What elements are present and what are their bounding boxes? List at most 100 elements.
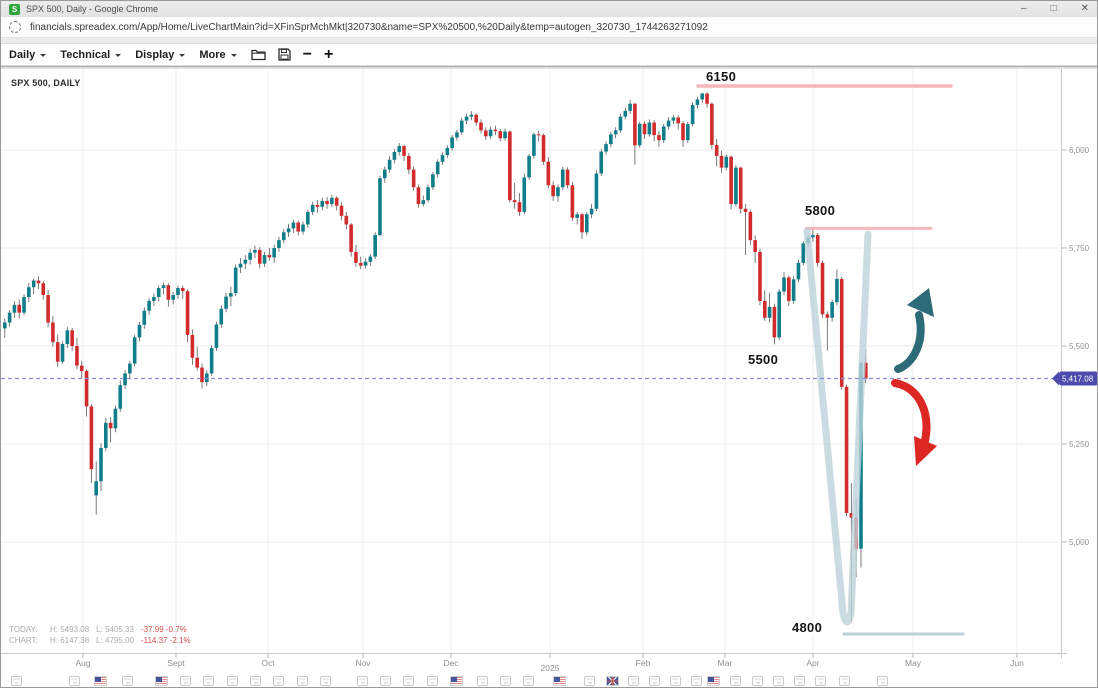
level-label-5500: 5500 <box>748 352 779 367</box>
us-flag-icon[interactable] <box>553 676 566 686</box>
minimize-button[interactable]: – <box>1021 3 1027 14</box>
level-label-4800: 4800 <box>792 620 823 635</box>
chart-high: H: 6147.38 <box>50 636 90 645</box>
svg-text:5,417.08: 5,417.08 <box>1062 375 1094 384</box>
us-flag-icon[interactable] <box>94 676 107 686</box>
calendar-event-icon[interactable] <box>357 676 368 686</box>
daily-menu[interactable]: Daily <box>9 49 46 61</box>
toolbar-separator <box>1 38 1097 44</box>
calendar-event-icon[interactable] <box>180 676 191 686</box>
technical-menu-label: Technical <box>60 48 111 61</box>
level-label-5800: 5800 <box>805 203 836 218</box>
v-shape-drawing <box>803 227 872 626</box>
calendar-event-icon[interactable] <box>273 676 284 686</box>
calendar-event-icon[interactable] <box>523 676 534 686</box>
calendar-event-icon[interactable] <box>380 676 391 686</box>
us-flag-icon[interactable] <box>707 676 720 686</box>
calendar-event-icon[interactable] <box>500 676 511 686</box>
calendar-event-icon[interactable] <box>203 676 214 686</box>
calendar-event-icon[interactable] <box>69 676 80 686</box>
maximize-button[interactable]: □ <box>1050 3 1057 14</box>
window-controls: – □ ✕ <box>1021 1 1089 17</box>
svg-text:5,250: 5,250 <box>1069 440 1090 449</box>
zoom-out-button[interactable]: − <box>302 45 312 63</box>
calendar-event-icon[interactable] <box>691 676 702 686</box>
calendar-event-icon[interactable] <box>794 676 805 686</box>
calendar-event-icon[interactable] <box>877 676 888 686</box>
us-flag-icon[interactable] <box>450 676 463 686</box>
calendar-event-icon[interactable] <box>730 676 741 686</box>
svg-text:Jun: Jun <box>1010 658 1024 668</box>
calendar-event-icon[interactable] <box>227 676 238 686</box>
today-low: L: 5405.33 <box>96 625 134 634</box>
session-stats: TODAY: H: 5493.08 L: 5405.33 -37.99 -0.7% C… <box>9 624 191 646</box>
calendar-event-icon[interactable] <box>122 676 133 686</box>
calendar-event-icon[interactable] <box>427 676 438 686</box>
svg-text:Oct: Oct <box>261 658 275 668</box>
svg-text:Aug: Aug <box>75 658 90 668</box>
calendar-event-icon[interactable] <box>670 676 681 686</box>
display-menu-label: Display <box>135 48 175 61</box>
calendar-event-icon[interactable] <box>839 676 850 686</box>
display-menu[interactable]: Display <box>135 49 185 61</box>
calendar-event-icon[interactable] <box>815 676 826 686</box>
svg-text:Nov: Nov <box>355 658 371 668</box>
site-info-icon[interactable] <box>9 21 21 33</box>
calendar-event-icon[interactable] <box>403 676 414 686</box>
open-folder-icon <box>251 49 266 61</box>
chart-area: Aug Sept Oct Nov Dec Feb Mar Apr May Jun 6,000 5,75… <box>1 65 1098 688</box>
today-change: -37.99 -0.7% <box>140 625 187 634</box>
calendar-event-icon[interactable] <box>628 676 639 686</box>
year-label: 2025 <box>540 663 560 673</box>
svg-text:5,000: 5,000 <box>1069 538 1090 547</box>
price-badge <box>1059 371 1097 386</box>
gridlines <box>1 69 1061 653</box>
save-chart-button[interactable] <box>278 48 291 61</box>
spreadex-logo-icon: S <box>9 3 20 15</box>
calendar-event-icon[interactable] <box>11 676 22 686</box>
today-stats-row: TODAY: H: 5493.08 L: 5405.33 -37.99 -0.7% <box>9 624 191 635</box>
calendar-event-icon[interactable] <box>649 676 660 686</box>
calendar-event-icon[interactable] <box>752 676 763 686</box>
level-label-6150: 6150 <box>706 69 737 84</box>
title-bar: S SPX 500, Daily - Google Chrome – □ ✕ <box>1 1 1097 17</box>
svg-text:Dec: Dec <box>443 658 459 668</box>
window-title: SPX 500, Daily - Google Chrome <box>26 4 159 14</box>
zoom-in-button[interactable]: + <box>324 45 334 63</box>
svg-text:Mar: Mar <box>718 658 733 668</box>
uk-flag-icon[interactable] <box>606 676 619 686</box>
svg-text:Feb: Feb <box>636 658 651 668</box>
calendar-event-icon[interactable] <box>297 676 308 686</box>
curved-arrow-up <box>894 311 925 373</box>
calendar-event-icon[interactable] <box>773 676 784 686</box>
candlesticks <box>3 92 868 623</box>
svg-text:5,500: 5,500 <box>1069 342 1090 351</box>
url-bar[interactable]: financials.spreadex.com/App/Home/LiveCha… <box>1 17 1097 38</box>
today-high: H: 5493.08 <box>50 625 90 634</box>
price-badge-tip <box>1052 371 1059 386</box>
technical-menu[interactable]: Technical <box>60 49 121 61</box>
open-chart-button[interactable] <box>251 48 266 61</box>
close-button[interactable]: ✕ <box>1080 3 1089 14</box>
economic-calendar-strip <box>1 676 1097 687</box>
chart-toolbar: Daily Technical Display More − + <box>1 44 1097 65</box>
today-label: TODAY: <box>9 625 38 634</box>
svg-text:Apr: Apr <box>806 658 819 668</box>
us-flag-icon[interactable] <box>155 676 168 686</box>
curved-arrow-down <box>891 379 931 445</box>
calendar-event-icon[interactable] <box>250 676 261 686</box>
more-menu[interactable]: More <box>199 49 236 61</box>
curved-arrow-down-head <box>914 436 937 466</box>
svg-text:Sept: Sept <box>167 658 185 668</box>
chart-label: CHART: <box>9 636 38 645</box>
more-menu-label: More <box>199 48 226 61</box>
calendar-event-icon[interactable] <box>584 676 595 686</box>
calendar-event-icon[interactable] <box>477 676 488 686</box>
calendar-event-icon[interactable] <box>320 676 331 686</box>
price-chart-canvas[interactable]: Aug Sept Oct Nov Dec Feb Mar Apr May Jun 6,000 5,75… <box>1 65 1098 688</box>
daily-menu-label: Daily <box>9 48 36 61</box>
svg-text:5,750: 5,750 <box>1069 244 1090 253</box>
chart-low: L: 4795.00 <box>96 636 134 645</box>
url-text[interactable]: financials.spreadex.com/App/Home/LiveCha… <box>30 21 708 33</box>
